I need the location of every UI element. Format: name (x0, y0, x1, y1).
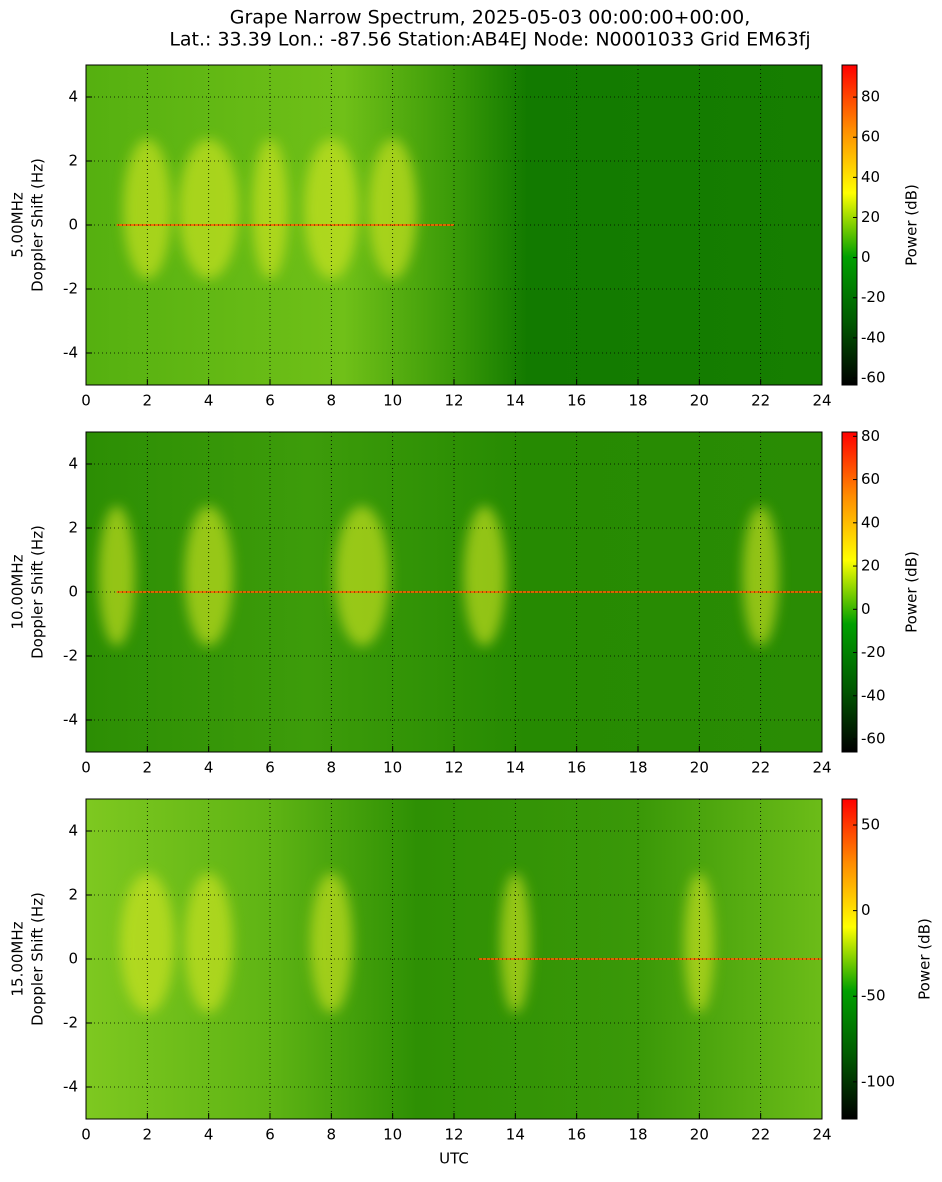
y-tick-label: 4 (68, 88, 78, 106)
colorbar-tick-label: 40 (861, 513, 880, 531)
colorbar-label: Power (dB) (916, 918, 934, 1000)
colorbar-tick-label: 50 (861, 816, 880, 834)
x-tick-label: 6 (265, 759, 275, 777)
x-tick-label: 24 (812, 392, 831, 410)
x-tick-label: 2 (143, 392, 153, 410)
band-label: 5.00MHz (9, 192, 27, 258)
colorbar-tick-label: -20 (861, 643, 886, 661)
y-tick-label: -4 (63, 344, 78, 362)
x-axis-label: UTC (439, 1150, 469, 1168)
x-tick-label: 14 (506, 392, 525, 410)
y-tick-label: 0 (68, 216, 78, 234)
x-tick-label: 6 (265, 1126, 275, 1144)
x-tick-label: 16 (567, 759, 586, 777)
y-tick-label: 2 (68, 152, 78, 170)
x-tick-label: 4 (204, 1126, 214, 1144)
x-tick-label: 10 (383, 1126, 402, 1144)
colorbar-tick-label: 0 (861, 600, 871, 618)
y-tick-label: 4 (68, 822, 78, 840)
texture-blob (463, 506, 506, 646)
colorbar-tick-label: -20 (861, 288, 886, 306)
x-tick-label: 22 (751, 759, 770, 777)
colorbar-tick-label: 80 (861, 88, 880, 106)
y-tick-label: 0 (68, 583, 78, 601)
y-tick-label: 2 (68, 886, 78, 904)
x-tick-label: 12 (444, 392, 463, 410)
y-tick-label: -2 (63, 1014, 78, 1032)
y-tick-label: -2 (63, 280, 78, 298)
y-axis-label: Doppler Shift (Hz) (29, 525, 47, 659)
band-label: 15.00MHz (9, 921, 27, 996)
texture-blob (335, 506, 389, 646)
colorbar-tick-label: 60 (861, 470, 880, 488)
y-tick-label: -2 (63, 647, 78, 665)
x-tick-label: 20 (690, 1126, 709, 1144)
x-tick-label: 18 (628, 1126, 647, 1144)
colorbar (841, 64, 858, 386)
plot-frame (85, 64, 823, 386)
x-tick-label: 8 (327, 1126, 337, 1144)
x-tick-label: 14 (506, 759, 525, 777)
x-tick-label: 8 (327, 759, 337, 777)
plot-frame (85, 431, 823, 753)
y-tick-label: 4 (68, 455, 78, 473)
x-tick-label: 0 (81, 392, 91, 410)
x-tick-label: 8 (327, 392, 337, 410)
colorbar-label: Power (dB) (903, 551, 921, 633)
y-tick-label: 2 (68, 519, 78, 537)
x-tick-label: 20 (690, 759, 709, 777)
x-tick-label: 12 (444, 759, 463, 777)
colorbar-tick-label: -40 (861, 328, 886, 346)
x-tick-label: 20 (690, 392, 709, 410)
plot-frame (85, 798, 823, 1120)
x-tick-label: 16 (567, 1126, 586, 1144)
colorbar-tick-label: -100 (861, 1072, 895, 1090)
colorbar-tick-label: -60 (861, 730, 886, 748)
y-tick-label: -4 (63, 1078, 78, 1096)
x-tick-label: 18 (628, 759, 647, 777)
colorbar-tick-label: 0 (861, 248, 871, 266)
x-tick-label: 16 (567, 392, 586, 410)
colorbar-tick-label: 20 (861, 208, 880, 226)
colorbar-tick-label: 80 (861, 427, 880, 445)
colorbar-tick-label: -50 (861, 987, 886, 1005)
y-axis-label: Doppler Shift (Hz) (29, 892, 47, 1026)
colorbar-tick-label: 40 (861, 168, 880, 186)
colorbar-label: Power (dB) (903, 184, 921, 266)
colorbar-tick-label: 20 (861, 557, 880, 575)
x-tick-label: 4 (204, 392, 214, 410)
x-tick-label: 14 (506, 1126, 525, 1144)
x-tick-label: 0 (81, 759, 91, 777)
colorbar (841, 431, 858, 753)
y-tick-label: -4 (63, 711, 78, 729)
x-tick-label: 0 (81, 1126, 91, 1144)
x-tick-label: 4 (204, 759, 214, 777)
colorbar-tick-label: 60 (861, 128, 880, 146)
x-tick-label: 24 (812, 1126, 831, 1144)
x-tick-label: 10 (383, 392, 402, 410)
y-axis-label: Doppler Shift (Hz) (29, 158, 47, 292)
x-tick-label: 24 (812, 759, 831, 777)
y-tick-label: 0 (68, 950, 78, 968)
x-tick-label: 6 (265, 392, 275, 410)
x-tick-label: 10 (383, 759, 402, 777)
x-tick-label: 18 (628, 392, 647, 410)
colorbar-tick-label: -60 (861, 368, 886, 386)
x-tick-label: 12 (444, 1126, 463, 1144)
band-label: 10.00MHz (9, 554, 27, 629)
x-tick-label: 2 (143, 1126, 153, 1144)
x-tick-label: 2 (143, 759, 153, 777)
x-tick-label: 22 (751, 392, 770, 410)
texture-blob (98, 506, 135, 646)
title-line: Lat.: 33.39 Lon.: -87.56 Station:AB4EJ N… (169, 29, 810, 51)
colorbar-tick-label: 0 (861, 901, 871, 919)
x-tick-label: 22 (751, 1126, 770, 1144)
title-line: Grape Narrow Spectrum, 2025-05-03 00:00:… (230, 7, 751, 29)
colorbar (841, 798, 858, 1120)
colorbar-tick-label: -40 (861, 686, 886, 704)
